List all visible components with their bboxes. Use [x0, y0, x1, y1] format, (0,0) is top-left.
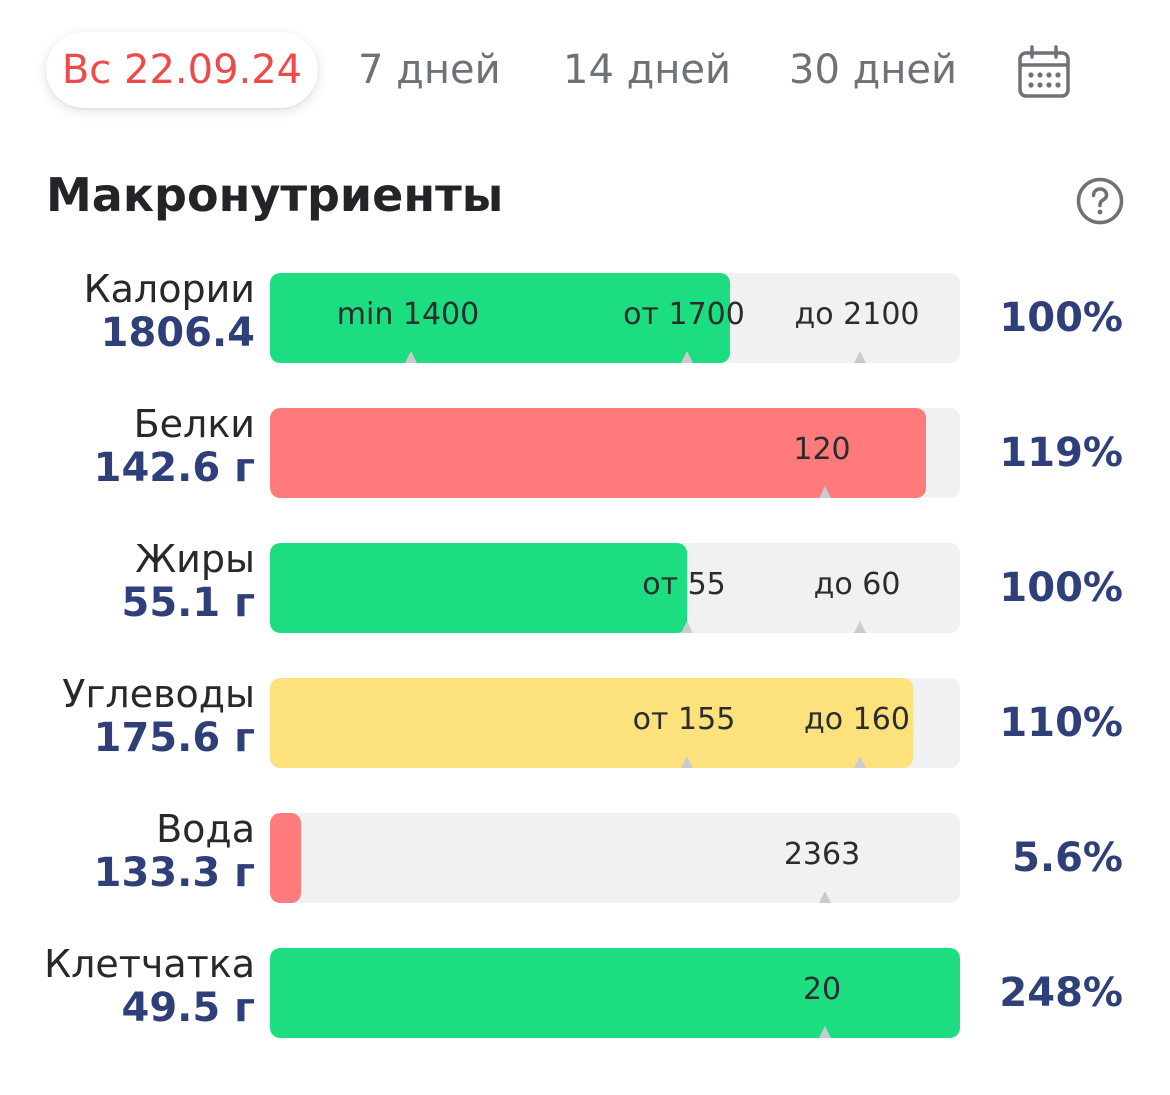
- target-marker-label: min 1400: [336, 297, 480, 332]
- nutrient-label: Вода: [156, 807, 255, 851]
- nutrient-percent: 248%: [999, 970, 1123, 1016]
- nutrient-value: 1806.4: [100, 310, 255, 356]
- target-marker-tick: [819, 1026, 831, 1038]
- progress-track: min 1400 от 1700 до 2100: [270, 273, 960, 363]
- progress-track: от 55 до 60: [270, 543, 960, 633]
- nutrient-value: 133.3 г: [93, 850, 255, 896]
- progress-fill: [270, 408, 926, 498]
- nutrient-row[interactable]: Калории 1806.4 min 1400 от 1700 до 2100 100%: [0, 269, 1170, 363]
- tab-14-days[interactable]: 14 дней: [563, 47, 732, 93]
- nutrient-percent: 110%: [999, 700, 1123, 746]
- progress-fill: [270, 543, 687, 633]
- target-marker-tick: [854, 351, 866, 363]
- target-marker-tick: [681, 621, 693, 633]
- nutrient-row[interactable]: Углеводы 175.6 г от 155 до 160 110%: [0, 674, 1170, 768]
- tab-date[interactable]: Вс 22.09.24: [46, 32, 318, 108]
- nutrient-percent: 100%: [999, 295, 1123, 341]
- target-marker-tick: [681, 351, 693, 363]
- nutrient-row[interactable]: Жиры 55.1 г от 55 до 60 100%: [0, 539, 1170, 633]
- progress-track: 2363: [270, 813, 960, 903]
- nutrient-percent: 119%: [999, 430, 1123, 476]
- section-title: Макронутриенты: [46, 168, 504, 222]
- nutrient-value: 175.6 г: [93, 715, 255, 761]
- nutrient-value: 55.1 г: [121, 580, 255, 626]
- target-marker-label: от 55: [642, 567, 726, 602]
- nutrient-percent: 5.6%: [1012, 835, 1123, 881]
- target-marker-label: 20: [802, 972, 842, 1007]
- target-marker-label: 120: [793, 432, 851, 467]
- nutrient-label: Калории: [83, 267, 255, 311]
- target-marker-tick: [405, 351, 417, 363]
- progress-fill: [270, 948, 960, 1038]
- target-marker-label: от 1700: [623, 297, 745, 332]
- nutrient-label: Углеводы: [62, 672, 255, 716]
- nutrient-label: Клетчатка: [44, 942, 255, 986]
- nutrient-value: 142.6 г: [93, 445, 255, 491]
- period-tabs: Вс 22.09.24 7 дней 14 дней 30 дней: [46, 32, 1146, 108]
- progress-fill: [270, 678, 913, 768]
- target-marker-tick: [681, 756, 693, 768]
- nutrient-row[interactable]: Клетчатка 49.5 г 20 248%: [0, 944, 1170, 1038]
- progress-fill: [270, 813, 301, 903]
- progress-track: от 155 до 160: [270, 678, 960, 768]
- target-marker-label: от 155: [632, 702, 736, 737]
- tab-7-days[interactable]: 7 дней: [358, 47, 501, 93]
- nutrient-percent: 100%: [999, 565, 1123, 611]
- target-marker-tick: [819, 891, 831, 903]
- progress-fill: [270, 273, 730, 363]
- nutrient-label: Белки: [133, 402, 255, 446]
- nutrient-row[interactable]: Вода 133.3 г 2363 5.6%: [0, 809, 1170, 903]
- tab-30-days[interactable]: 30 дней: [789, 47, 958, 93]
- nutrient-label: Жиры: [135, 537, 255, 581]
- progress-track: 120: [270, 408, 960, 498]
- target-marker-tick: [819, 486, 831, 498]
- target-marker-label: 2363: [783, 837, 861, 872]
- question-circle-icon[interactable]: [1075, 176, 1125, 226]
- nutrient-row[interactable]: Белки 142.6 г 120 119%: [0, 404, 1170, 498]
- calendar-icon[interactable]: [1016, 44, 1072, 100]
- target-marker-label: до 60: [813, 567, 901, 602]
- target-marker-tick: [854, 756, 866, 768]
- nutrient-value: 49.5 г: [121, 985, 255, 1031]
- progress-track: 20: [270, 948, 960, 1038]
- target-marker-label: до 160: [804, 702, 910, 737]
- target-marker-tick: [854, 621, 866, 633]
- target-marker-label: до 2100: [794, 297, 920, 332]
